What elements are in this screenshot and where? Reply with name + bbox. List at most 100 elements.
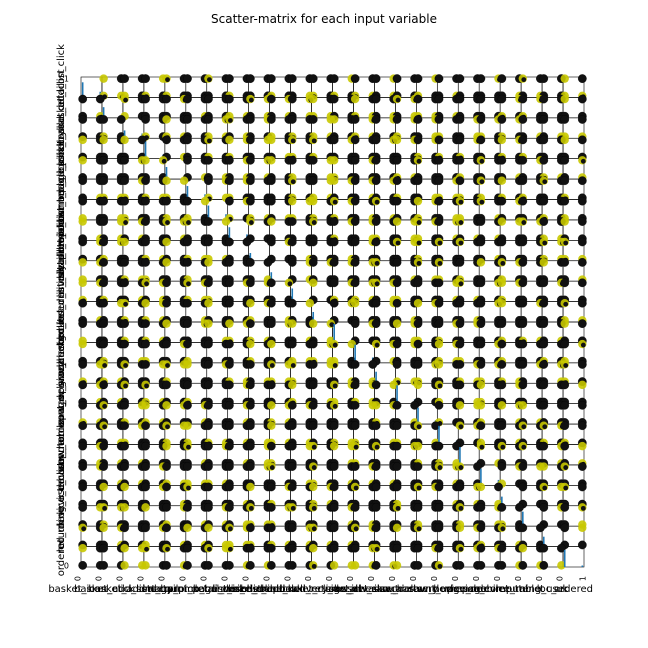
scatter-point: [120, 237, 129, 247]
scatter-point: [577, 421, 587, 431]
scatter-point: [578, 523, 587, 532]
scatter-point: [577, 540, 587, 550]
scatter-point: [497, 543, 507, 553]
scatter-point: [287, 74, 297, 83]
scatter-point: [200, 196, 210, 206]
scatter-point: [434, 543, 444, 553]
scatter-point: [518, 196, 528, 206]
scatter-point: [204, 421, 213, 431]
scatter-point-overlap: [500, 444, 506, 450]
scatter-point-overlap: [207, 546, 212, 552]
x-variable-label: closed_minibasket_click: [220, 584, 339, 595]
scatter-point-overlap: [563, 363, 569, 368]
scatter-point: [434, 523, 444, 533]
scatter-point: [266, 482, 276, 492]
scatter-point: [99, 441, 108, 451]
scatter-point: [392, 135, 402, 145]
scatter-point: [141, 217, 150, 226]
scatter-point: [413, 135, 423, 145]
scatter-point: [518, 298, 528, 308]
y-variable-label: checked_delivery_detail: [56, 232, 67, 352]
scatter-point: [183, 298, 192, 308]
scatter-point: [560, 400, 570, 410]
scatter-point: [560, 319, 569, 328]
scatter-point: [99, 543, 108, 553]
scatter-point: [329, 217, 339, 226]
scatter-point: [476, 543, 486, 553]
histogram-bar: [144, 141, 147, 159]
scatter-point: [350, 380, 360, 390]
scatter-point-overlap: [102, 363, 108, 368]
scatter-point-overlap: [437, 260, 443, 266]
scatter-point-overlap: [311, 444, 317, 450]
scatter-point: [225, 561, 234, 570]
scatter-point: [476, 237, 486, 247]
x-variable-label: device_mobile: [433, 584, 505, 595]
scatter-point-overlap: [123, 363, 128, 368]
scatter-point: [245, 155, 255, 165]
x-tick-label: 0: [158, 576, 167, 581]
scatter-point: [536, 523, 545, 533]
scatter-point: [560, 503, 570, 512]
scatter-point: [137, 135, 147, 145]
y-variable-label: promo_banner_click: [56, 160, 67, 260]
scatter-point: [245, 278, 255, 288]
scatter-point: [577, 196, 587, 206]
scatter-point: [246, 339, 255, 349]
scatter-point: [78, 380, 88, 390]
scatter-point: [267, 421, 276, 430]
scatter-point: [141, 94, 150, 104]
scatter-point: [78, 135, 87, 145]
scatter-point-overlap: [563, 465, 569, 470]
scatter-point: [413, 561, 423, 570]
x-variable-label: basket_add_list: [74, 584, 151, 595]
scatter-point: [308, 339, 318, 349]
histogram-bar: [480, 468, 482, 486]
scatter-point: [266, 298, 276, 308]
scatter-point: [120, 319, 129, 328]
scatter-point: [539, 441, 549, 451]
scatter-point: [557, 561, 566, 570]
scatter-point: [99, 237, 108, 247]
histogram-bar: [542, 536, 545, 547]
scatter-point-overlap: [102, 424, 108, 430]
scatter-point: [455, 115, 465, 124]
histogram-bar: [459, 447, 461, 465]
scatter-point-overlap: [290, 363, 296, 368]
scatter-point: [371, 319, 381, 328]
scatter-point: [183, 135, 192, 145]
scatter-point-overlap: [500, 526, 506, 532]
x-variable-label: account_page_click: [148, 584, 245, 595]
scatter-point: [413, 196, 423, 206]
scatter-point: [577, 482, 587, 492]
histogram-bar: [165, 167, 168, 180]
scatter-point-overlap: [186, 485, 191, 491]
scatter-point: [120, 258, 129, 267]
scatter-point: [518, 278, 528, 288]
scatter-point: [204, 503, 213, 512]
scatter-point: [78, 217, 87, 226]
scatter-point-overlap: [353, 485, 359, 491]
scatter-point: [183, 237, 192, 247]
scatter-point: [539, 94, 549, 104]
scatter-point-overlap: [227, 546, 233, 552]
x-variable-label: device_computer: [447, 584, 534, 595]
y-variable-label: saw_account_upgrade: [56, 358, 67, 469]
scatter-point: [371, 94, 381, 104]
scatter-point: [225, 421, 234, 431]
scatter-point: [120, 441, 129, 451]
scatter-point-overlap: [144, 546, 149, 552]
scatter-point: [455, 482, 465, 492]
histogram-bar: [522, 511, 524, 527]
scatter-point: [183, 561, 192, 570]
x-tick-label: 0: [74, 576, 83, 581]
scatter-point: [476, 115, 486, 124]
scatter-point: [392, 217, 402, 226]
scatter-point: [539, 503, 549, 512]
scatter-point: [267, 135, 276, 145]
scatter-point-overlap: [248, 220, 254, 225]
scatter-point: [225, 503, 234, 512]
scatter-point: [350, 217, 360, 226]
scatter-point-overlap: [165, 220, 170, 225]
scatter-point: [78, 278, 87, 287]
